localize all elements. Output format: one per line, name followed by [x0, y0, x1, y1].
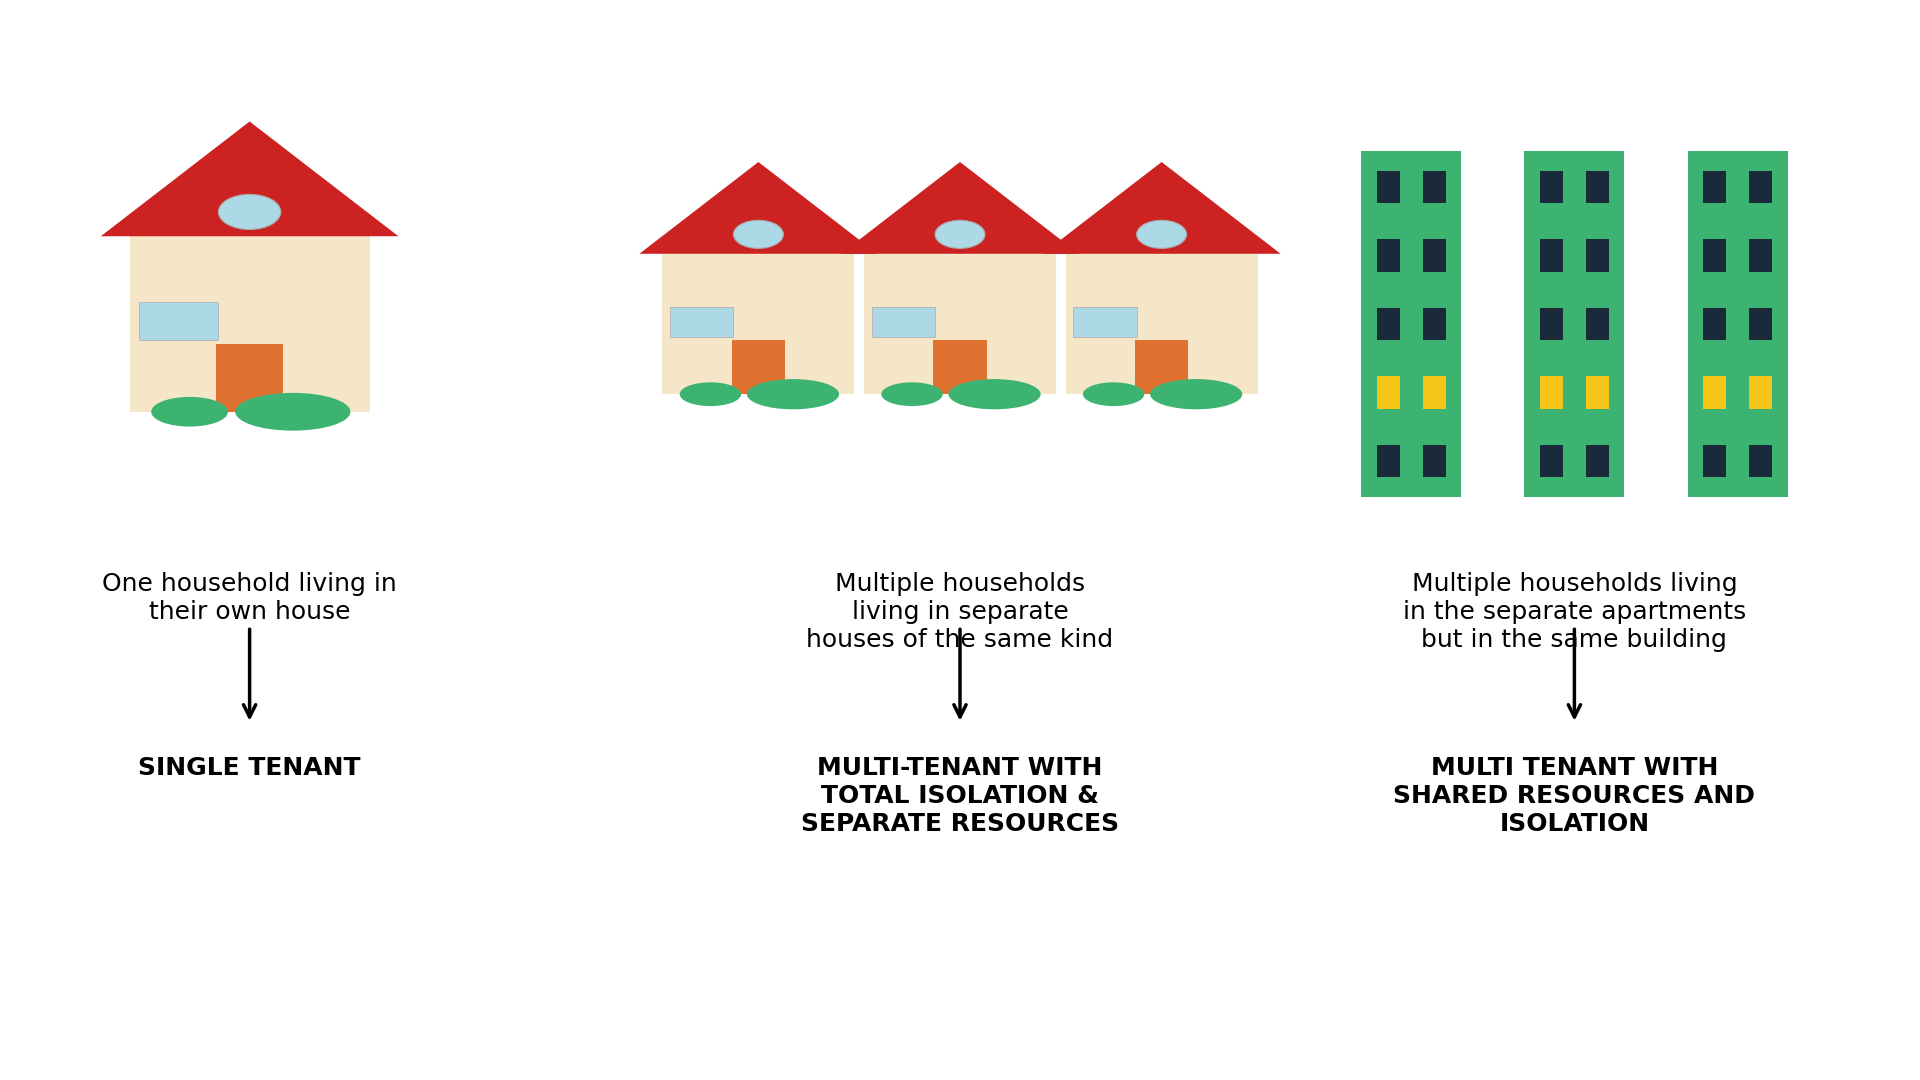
FancyBboxPatch shape: [1540, 308, 1563, 340]
Text: MULTI-TENANT WITH
TOTAL ISOLATION &
SEPARATE RESOURCES: MULTI-TENANT WITH TOTAL ISOLATION & SEPA…: [801, 756, 1119, 836]
Text: Multiple households
living in separate
houses of the same kind: Multiple households living in separate h…: [806, 572, 1114, 652]
FancyBboxPatch shape: [1703, 445, 1726, 477]
FancyBboxPatch shape: [1423, 308, 1446, 340]
FancyBboxPatch shape: [1540, 376, 1563, 409]
Circle shape: [219, 194, 280, 230]
FancyBboxPatch shape: [1749, 376, 1772, 409]
FancyBboxPatch shape: [1073, 307, 1137, 337]
Ellipse shape: [948, 379, 1041, 409]
Circle shape: [935, 220, 985, 248]
FancyBboxPatch shape: [1749, 171, 1772, 203]
FancyBboxPatch shape: [1377, 376, 1400, 409]
Circle shape: [733, 220, 783, 248]
Circle shape: [1137, 220, 1187, 248]
FancyBboxPatch shape: [662, 254, 854, 394]
FancyBboxPatch shape: [1703, 308, 1726, 340]
FancyBboxPatch shape: [1361, 151, 1461, 497]
Text: Multiple households living
in the separate apartments
but in the same building: Multiple households living in the separa…: [1404, 572, 1745, 652]
FancyBboxPatch shape: [1066, 254, 1258, 394]
FancyBboxPatch shape: [1586, 239, 1609, 271]
FancyBboxPatch shape: [1540, 239, 1563, 271]
Text: SINGLE TENANT: SINGLE TENANT: [138, 756, 361, 780]
Polygon shape: [1043, 162, 1281, 254]
FancyBboxPatch shape: [140, 302, 219, 340]
FancyBboxPatch shape: [1540, 445, 1563, 477]
FancyBboxPatch shape: [1749, 445, 1772, 477]
FancyBboxPatch shape: [1586, 376, 1609, 409]
FancyBboxPatch shape: [215, 345, 284, 411]
FancyBboxPatch shape: [1423, 376, 1446, 409]
Text: One household living in
their own house: One household living in their own house: [102, 572, 397, 624]
Text: MULTI TENANT WITH
SHARED RESOURCES AND
ISOLATION: MULTI TENANT WITH SHARED RESOURCES AND I…: [1394, 756, 1755, 836]
FancyBboxPatch shape: [1377, 445, 1400, 477]
Polygon shape: [841, 162, 1079, 254]
FancyBboxPatch shape: [1423, 445, 1446, 477]
FancyBboxPatch shape: [732, 340, 785, 394]
FancyBboxPatch shape: [1540, 171, 1563, 203]
FancyBboxPatch shape: [1377, 171, 1400, 203]
FancyBboxPatch shape: [933, 340, 987, 394]
FancyBboxPatch shape: [1703, 239, 1726, 271]
FancyBboxPatch shape: [1423, 239, 1446, 271]
FancyBboxPatch shape: [670, 307, 733, 337]
Ellipse shape: [1150, 379, 1242, 409]
FancyBboxPatch shape: [864, 254, 1056, 394]
Ellipse shape: [881, 382, 943, 406]
Polygon shape: [639, 162, 877, 254]
FancyBboxPatch shape: [1703, 376, 1726, 409]
FancyBboxPatch shape: [1377, 308, 1400, 340]
FancyBboxPatch shape: [131, 237, 369, 411]
FancyBboxPatch shape: [1749, 239, 1772, 271]
Ellipse shape: [680, 382, 741, 406]
FancyBboxPatch shape: [1586, 445, 1609, 477]
FancyBboxPatch shape: [1688, 151, 1788, 497]
FancyBboxPatch shape: [1749, 308, 1772, 340]
FancyBboxPatch shape: [1377, 239, 1400, 271]
FancyBboxPatch shape: [872, 307, 935, 337]
FancyBboxPatch shape: [1586, 171, 1609, 203]
Ellipse shape: [152, 397, 228, 427]
FancyBboxPatch shape: [1135, 340, 1188, 394]
FancyBboxPatch shape: [1703, 171, 1726, 203]
FancyBboxPatch shape: [1524, 151, 1624, 497]
FancyBboxPatch shape: [1586, 308, 1609, 340]
Polygon shape: [102, 121, 399, 237]
FancyBboxPatch shape: [1423, 171, 1446, 203]
Ellipse shape: [236, 393, 351, 431]
Ellipse shape: [747, 379, 839, 409]
Ellipse shape: [1083, 382, 1144, 406]
